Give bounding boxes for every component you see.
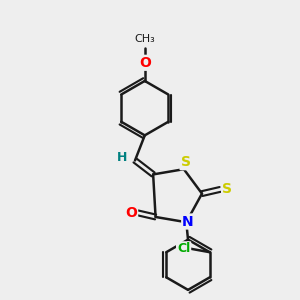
Text: CH₃: CH₃ bbox=[134, 34, 155, 44]
Text: S: S bbox=[181, 155, 190, 169]
Text: O: O bbox=[139, 56, 151, 70]
Text: H: H bbox=[117, 151, 127, 164]
Text: Cl: Cl bbox=[177, 242, 190, 255]
Text: S: S bbox=[222, 182, 232, 197]
Text: O: O bbox=[125, 206, 137, 220]
Text: N: N bbox=[182, 214, 194, 229]
